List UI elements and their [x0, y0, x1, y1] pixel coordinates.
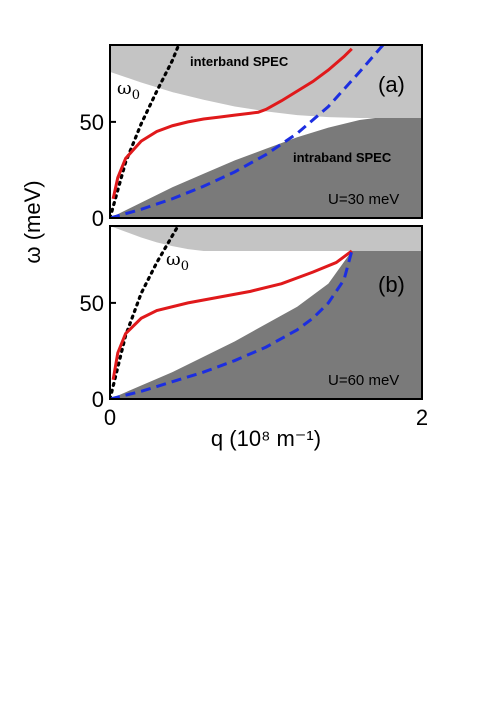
red-solid-curve-b [111, 249, 353, 381]
interband-spec-label: interband SPEC [190, 54, 289, 69]
omega0-label-b: ω0 [166, 249, 189, 274]
plot-frame-a [109, 44, 423, 219]
plot-frame-b [109, 225, 423, 400]
blue-dashed-curve-b [110, 250, 354, 399]
y-ticks-b: 0 50 [80, 291, 116, 412]
y-ticks-a: 0 50 [80, 110, 116, 231]
omega0-label-a: ω0 [117, 78, 140, 103]
y-tick-label: 0 [92, 387, 104, 412]
y-tick-label: 0 [92, 206, 104, 231]
param-label-b: U=60 meV [328, 372, 399, 389]
x-axis-title: q (10⁸ m⁻¹) [211, 426, 321, 451]
y-tick-label: 50 [80, 291, 104, 316]
omega0-dotted-curve-a [110, 45, 181, 218]
red-solid-curve-a [111, 47, 353, 200]
panel-b: 0 50 (b) U=60 meV ω0 [80, 225, 423, 412]
param-label-a: U=30 meV [328, 191, 399, 208]
interband-spec-region-a [110, 45, 422, 119]
interband-spec-region-b [110, 226, 422, 251]
omega0-dotted-curve-b [110, 226, 180, 399]
blue-dashed-curve-a [110, 45, 385, 218]
panel-tag-a: (a) [378, 72, 405, 97]
y-tick-label: 50 [80, 110, 104, 135]
panel-tag-b: (b) [378, 272, 405, 297]
panel-a: 0 50 interband SPEC intraband SPEC (a) U=… [80, 44, 423, 231]
x-tick-label: 0 [104, 405, 116, 430]
intraband-spec-label: intraband SPEC [293, 150, 392, 165]
y-axis-title: ω (meV) [20, 180, 45, 263]
intraband-spec-region-b [110, 250, 422, 399]
x-tick-label: 2 [416, 405, 428, 430]
